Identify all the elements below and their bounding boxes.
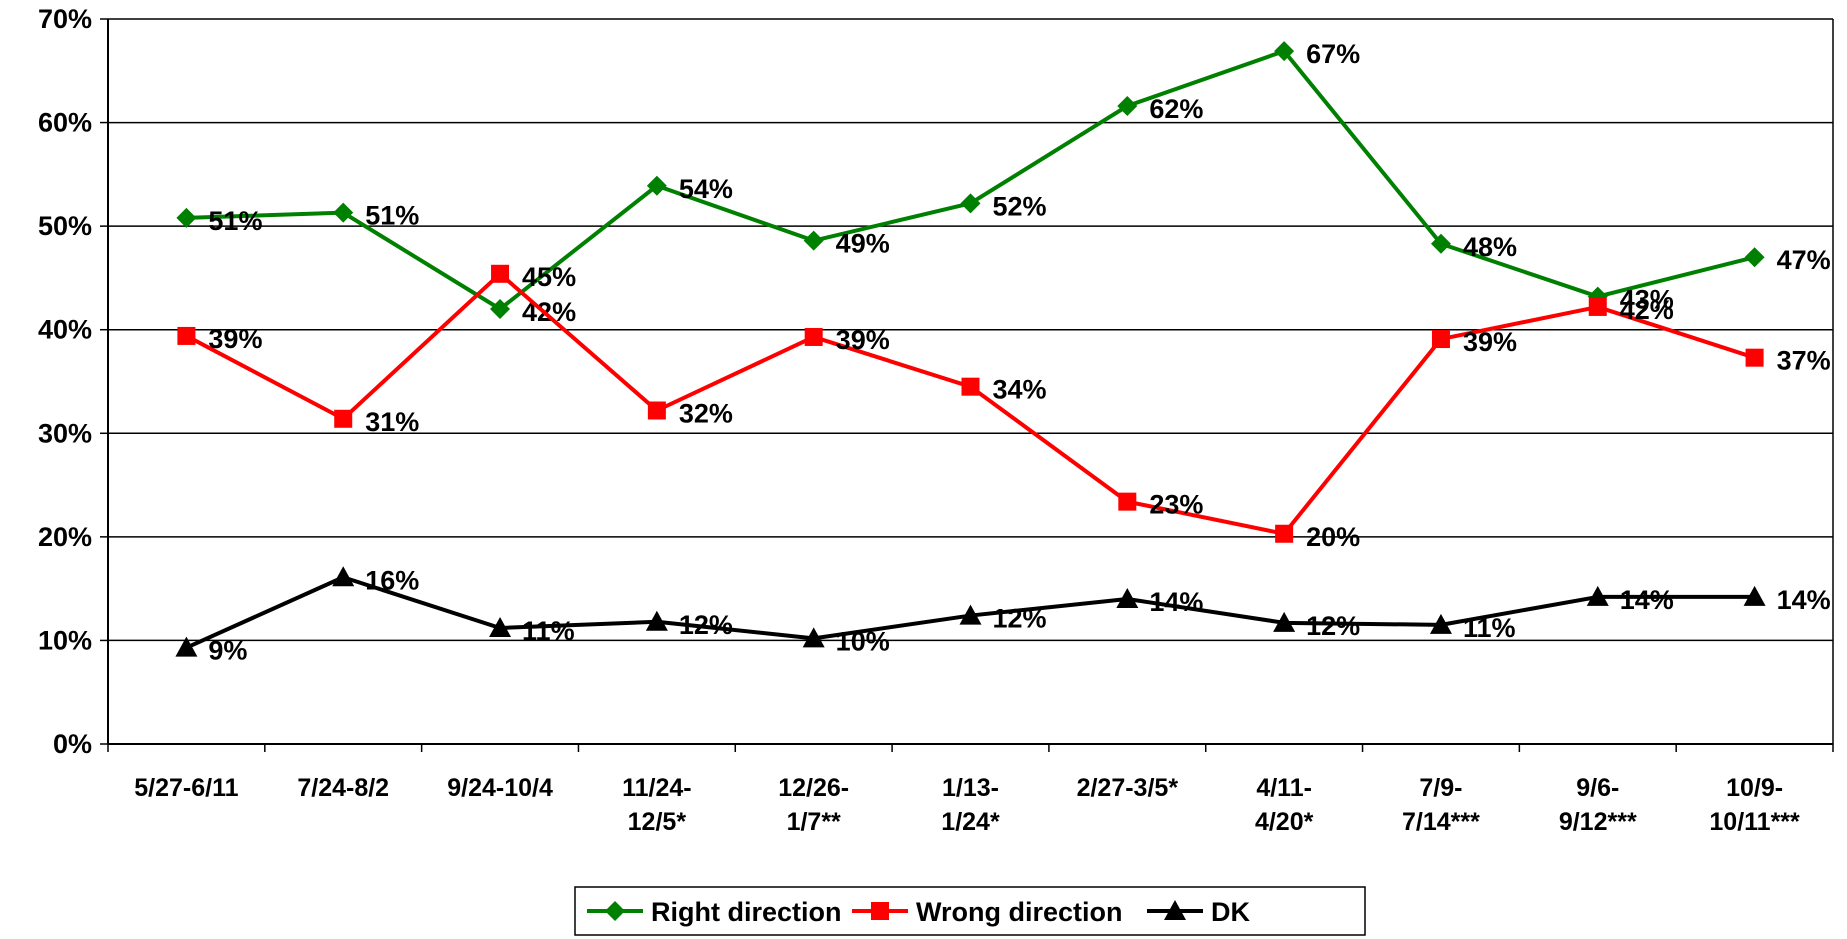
x-tick-label: 9/6-9/12***	[1559, 774, 1637, 836]
data-label: 51%	[208, 206, 262, 236]
data-label: 14%	[1777, 585, 1831, 615]
data-label: 23%	[1149, 490, 1203, 520]
x-tick-label: 4/11-4/20*	[1255, 774, 1314, 836]
data-label: 20%	[1306, 522, 1360, 552]
data-point	[175, 636, 198, 657]
data-point	[1117, 96, 1138, 116]
data-point	[1586, 585, 1609, 606]
legend-label: Right direction	[651, 897, 842, 927]
data-label: 11%	[522, 616, 575, 646]
y-tick-label: 50%	[38, 211, 92, 241]
data-label: 45%	[522, 262, 576, 292]
data-point	[334, 409, 353, 428]
data-label: 11%	[1463, 613, 1516, 643]
legend-label: Wrong direction	[916, 897, 1123, 927]
y-tick-label: 20%	[38, 522, 92, 552]
data-point	[646, 175, 667, 196]
data-point	[1744, 247, 1765, 268]
data-point	[1273, 611, 1296, 632]
data-label: 39%	[1463, 327, 1517, 357]
data-point	[1588, 297, 1607, 316]
x-tick-label: 7/24-8/2	[297, 774, 389, 802]
y-tick-label: 10%	[38, 625, 92, 655]
data-point	[1274, 41, 1295, 62]
y-tick-label: 60%	[38, 108, 92, 138]
data-point	[960, 193, 981, 214]
data-label: 10%	[836, 626, 890, 656]
data-label: 14%	[1149, 587, 1203, 617]
data-label: 52%	[993, 191, 1047, 221]
data-label: 12%	[1306, 611, 1360, 641]
data-point	[1116, 588, 1139, 608]
data-point	[647, 401, 666, 420]
data-point	[177, 326, 196, 345]
data-label: 34%	[993, 375, 1047, 405]
legend-box	[574, 886, 1366, 936]
data-point	[804, 327, 823, 346]
data-point	[1745, 348, 1764, 367]
data-label: 14%	[1620, 585, 1674, 615]
x-tick-label: 5/27-6/11	[134, 774, 238, 802]
legend-marker	[871, 902, 889, 920]
data-point	[1431, 330, 1450, 349]
data-label: 39%	[836, 325, 890, 355]
data-point	[491, 264, 510, 283]
data-label: 37%	[1777, 346, 1831, 376]
x-tick-label: 9/24-10/4	[447, 774, 553, 802]
x-tick-label: 11/24-12/5*	[622, 774, 692, 836]
data-point	[489, 617, 512, 637]
y-tick-label: 30%	[38, 418, 92, 448]
y-tick-label: 70%	[38, 4, 92, 34]
data-label: 16%	[365, 565, 419, 595]
data-point	[1430, 233, 1451, 254]
x-tick-label: 1/13-1/24*	[941, 774, 1000, 836]
data-point	[490, 299, 511, 319]
data-point	[1429, 613, 1452, 634]
legend-label: DK	[1211, 897, 1250, 927]
data-label: 9%	[208, 636, 247, 666]
y-tick-label: 0%	[53, 729, 92, 759]
x-tick-label: 12/26-1/7**	[778, 774, 849, 836]
data-label: 48%	[1463, 232, 1517, 262]
data-label: 51%	[365, 201, 419, 231]
data-point	[961, 377, 980, 396]
data-label: 43%	[1620, 285, 1674, 315]
data-label: 12%	[993, 604, 1047, 634]
legend-marker	[605, 901, 625, 921]
data-label: 54%	[679, 174, 733, 204]
x-tick-label: 7/9-7/14***	[1402, 774, 1480, 836]
data-point	[1118, 492, 1137, 511]
data-point	[803, 230, 824, 251]
data-point	[332, 566, 355, 587]
data-label: 67%	[1306, 39, 1360, 69]
series-line	[185, 271, 1756, 536]
data-point	[645, 610, 668, 631]
data-label: 49%	[836, 229, 890, 259]
data-label: 42%	[1620, 295, 1674, 325]
series-line	[186, 49, 1756, 311]
data-point	[1275, 524, 1294, 543]
data-label: 32%	[679, 399, 733, 429]
data-label: 62%	[1149, 94, 1203, 124]
data-point	[333, 202, 354, 223]
data-label: 47%	[1777, 245, 1831, 275]
data-label: 31%	[365, 407, 419, 437]
legend-marker	[1164, 900, 1186, 920]
data-label: 12%	[679, 610, 733, 640]
data-point	[959, 604, 982, 625]
y-tick-label: 40%	[38, 315, 92, 345]
x-tick-label: 10/9-10/11***	[1709, 774, 1800, 836]
data-point	[1743, 585, 1766, 606]
data-point	[176, 207, 197, 228]
data-point	[802, 627, 825, 648]
x-tick-label: 2/27-3/5*	[1077, 774, 1179, 802]
data-label: 39%	[208, 324, 262, 354]
